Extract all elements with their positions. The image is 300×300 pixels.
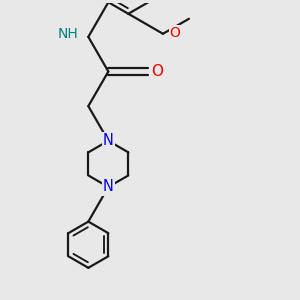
Text: NH: NH [58, 27, 78, 41]
Text: O: O [169, 26, 181, 40]
Text: O: O [151, 64, 163, 79]
Text: N: N [103, 179, 114, 194]
Text: N: N [103, 133, 114, 148]
